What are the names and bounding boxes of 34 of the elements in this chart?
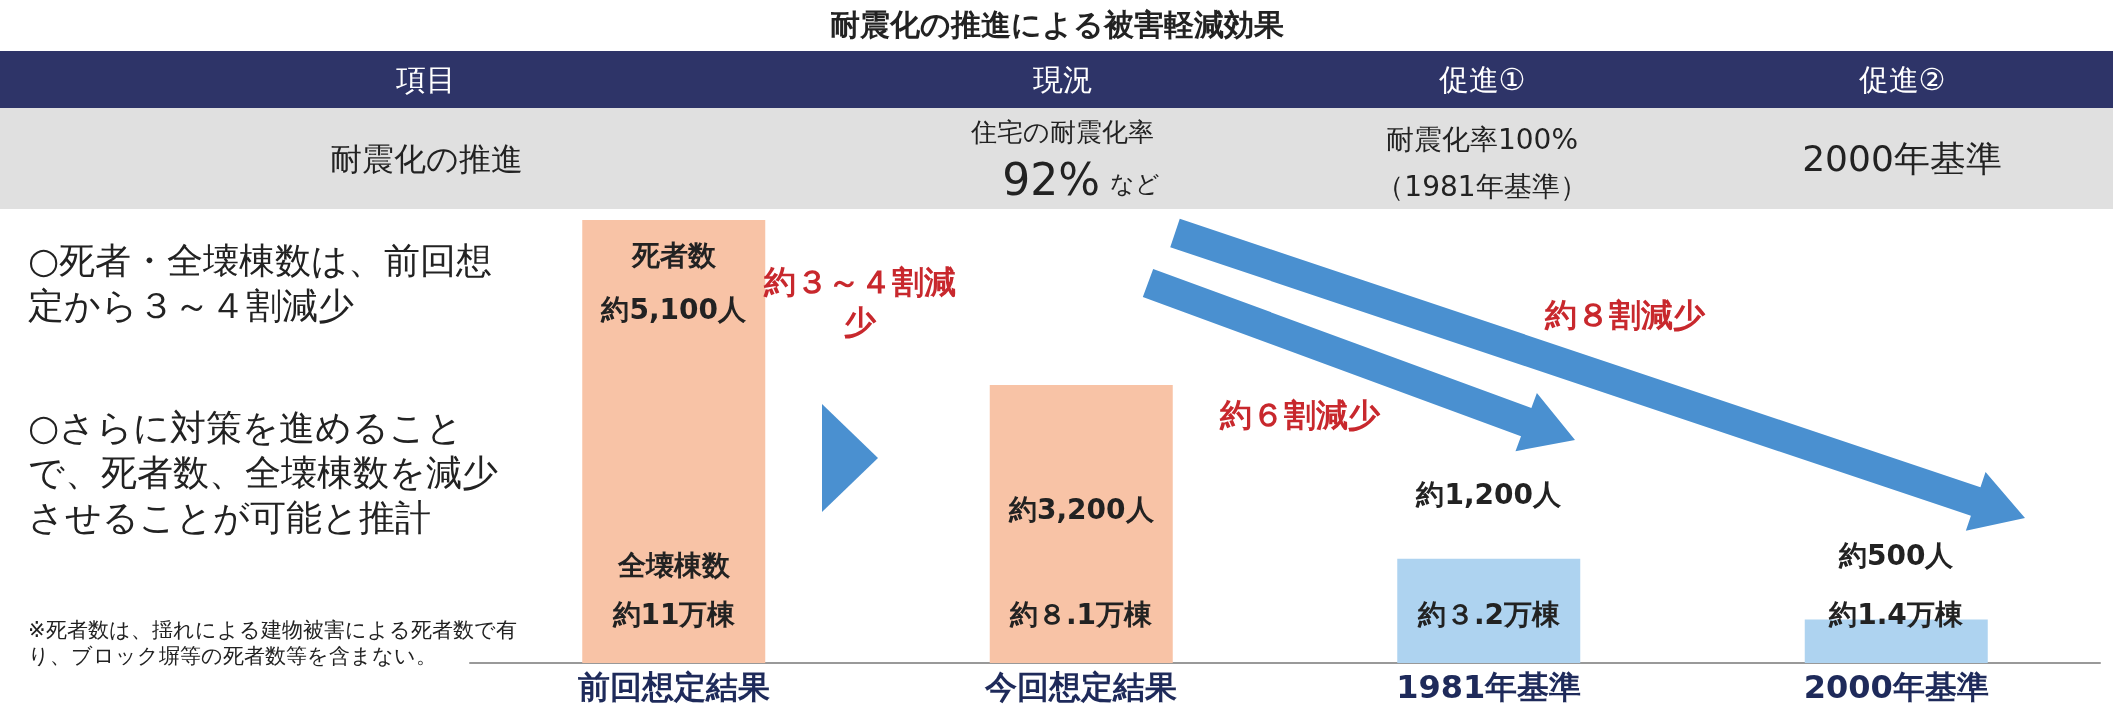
text: 耐震化の推進 xyxy=(328,138,524,180)
annotation: 約11万棟 xyxy=(611,597,737,632)
annotation: 全壊棟数 xyxy=(616,548,731,583)
data-label: 約1,200人 xyxy=(1415,478,1563,512)
annotation: ※死者数は、揺れによる建物被害による死者数で有り、ブロック塀等の死者数等を含まない。 xyxy=(28,617,518,670)
text: 現況 xyxy=(1031,60,1094,99)
text: 2000年基準 xyxy=(1801,137,2003,181)
data-label: 約3,200人 xyxy=(1007,492,1155,526)
text: 促進② xyxy=(1857,60,1947,99)
bar xyxy=(1397,558,1581,663)
text: 住宅の耐震化率 xyxy=(970,115,1155,149)
data-label: 約500人 xyxy=(1838,539,1955,573)
annotation: 約３.2万棟 xyxy=(1416,597,1562,632)
text: 耐震化率100% xyxy=(1384,121,1580,158)
x-tick-label: 今回想定結果 xyxy=(984,668,1178,706)
x-tick-label: 2000年基準 xyxy=(1803,668,1989,706)
annotation: 約８割減少 xyxy=(1545,295,1707,335)
annotation: 約８.1万棟 xyxy=(1008,597,1154,632)
text: （1981年基準） xyxy=(1375,168,1589,205)
text: 促進① xyxy=(1437,60,1527,99)
text: 92% xyxy=(1001,152,1100,206)
annotation: 死者数 xyxy=(630,238,717,273)
data-label: 約5,100人 xyxy=(600,292,748,326)
annotation: ○さらに対策を進めることで、死者数、全壊棟数を減少させることが可能と推計 xyxy=(28,406,498,540)
chart-title: 耐震化の推進による被害軽減効果 xyxy=(829,6,1284,42)
annotation: ○死者・全壊棟数は、前回想定から３～４割減少 xyxy=(28,239,494,328)
x-tick-label: 前回想定結果 xyxy=(577,668,770,706)
annotation: 約６割減少 xyxy=(1220,395,1382,435)
bar xyxy=(989,385,1173,663)
text: 項目 xyxy=(395,60,457,99)
annotation: 約1.4万棟 xyxy=(1827,597,1964,632)
annotation: 約３～４割減少 xyxy=(762,262,957,342)
text: など xyxy=(1110,169,1161,200)
x-tick-label: 1981年基準 xyxy=(1396,668,1582,706)
